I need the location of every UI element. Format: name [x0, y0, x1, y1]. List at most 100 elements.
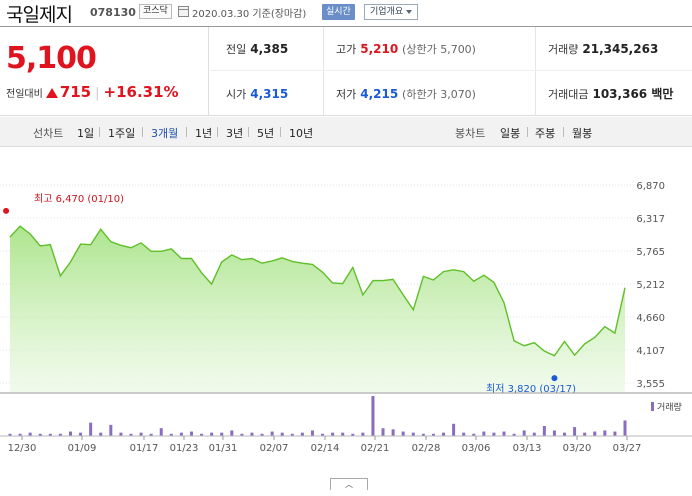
volume-bar [401, 431, 405, 436]
divider [248, 127, 249, 137]
volume-bar [169, 433, 173, 436]
quote-summary: 5,100 전일대비 715 | +16.31% 전일 4,385 고가 5,210 (상… [0, 26, 692, 116]
min-price-label: 최저 3,820 (03/17) [486, 383, 576, 395]
volume-bar [230, 430, 234, 436]
volume-bar [79, 432, 83, 436]
volume-bar [68, 431, 72, 436]
volume-bar [583, 432, 587, 436]
volume-bar [431, 433, 435, 436]
open-cell: 시가 4,315 [226, 72, 288, 116]
volume-legend: 거래량 [657, 401, 682, 413]
open-label: 시가 [226, 88, 247, 101]
candle-weekly[interactable]: 주봉 [535, 127, 556, 140]
volume-bar [361, 432, 365, 436]
prev-close-cell: 전일 4,385 [226, 27, 288, 71]
volume-bar [250, 432, 254, 436]
x-tick-label: 01/23 [170, 443, 199, 454]
high-label: 고가 [336, 43, 357, 56]
volume-bar [300, 432, 304, 436]
x-tick-label: 01/17 [130, 443, 159, 454]
quote-date: 2020.03.30 기준(장마감) [192, 9, 307, 20]
volume-bar [472, 433, 476, 436]
period-10y[interactable]: 10년 [289, 127, 314, 140]
change-label: 전일대비 [6, 89, 43, 100]
divider: | [95, 86, 100, 101]
period-1w[interactable]: 1주일 [108, 127, 136, 140]
quote-row-1: 전일 4,385 고가 5,210 (상한가 5,700) 거래량 21,345,26… [210, 27, 692, 71]
price-area [9, 225, 626, 392]
quote-row-2: 시가 4,315 저가 4,215 (하한가 3,070) 거래대금 103,366 … [210, 72, 692, 116]
low-value: 4,215 [360, 87, 399, 101]
y-tick-label: 5,212 [636, 280, 665, 291]
price-area-fill [10, 226, 625, 392]
market-badge: 코스닥 [139, 4, 172, 19]
volume-bar [532, 432, 536, 436]
upper-limit: (상한가 5,700) [402, 43, 476, 56]
period-3m[interactable]: 3개월 [151, 127, 179, 140]
volume-bar [331, 432, 335, 436]
x-tick-label: 12/30 [8, 443, 37, 454]
divider [535, 27, 536, 116]
volume-bar [220, 432, 224, 436]
volume-bar [542, 426, 546, 436]
volume-bar [210, 432, 214, 436]
volume-bar [290, 433, 294, 436]
y-axis-labels: 6,870 6,317 5,765 5,212 4,660 4,107 3,555 [636, 181, 665, 390]
volume-bar [522, 430, 526, 436]
period-1y[interactable]: 1년 [195, 127, 213, 140]
x-tick-label: 03/06 [462, 443, 491, 454]
volume-bar [200, 433, 204, 436]
volume-bar [89, 422, 93, 436]
volume-bar [593, 431, 597, 436]
volume-bar [381, 428, 385, 436]
divider [142, 127, 143, 137]
prev-close-value: 4,385 [250, 42, 289, 56]
period-3y[interactable]: 3년 [226, 127, 244, 140]
low-label: 저가 [336, 88, 357, 101]
volume-cell: 거래량 21,345,263 [548, 27, 658, 71]
divider [280, 127, 281, 137]
x-tick-label: 01/31 [209, 443, 238, 454]
stock-name: 국일제지 [6, 4, 73, 26]
realtime-button[interactable]: 실시간 [322, 4, 355, 20]
current-price: 5,100 [6, 41, 97, 76]
volume-bar [421, 433, 425, 436]
divider [99, 127, 100, 137]
min-price-dot [551, 375, 558, 382]
volume-bar [119, 432, 123, 436]
divider [527, 127, 528, 137]
max-price-label: 최고 6,470 (01/10) [34, 193, 124, 205]
volume-bar [563, 432, 567, 436]
volume-bar [149, 433, 153, 436]
company-overview-button[interactable]: 기업개요 [364, 4, 419, 20]
x-tick-label: 02/21 [361, 443, 390, 454]
price-change: 전일대비 715 | +16.31% [6, 83, 179, 101]
amount-cell: 거래대금 103,366 백만 [548, 72, 673, 116]
change-amount: 715 [59, 83, 92, 101]
candle-monthly[interactable]: 월봉 [572, 127, 593, 140]
price-chart-svg: 6,870 6,317 5,765 5,212 4,660 4,107 3,555 최고 6… [0, 181, 692, 454]
high-value: 5,210 [360, 42, 399, 56]
candle-chart-label: 봉차트 [455, 127, 486, 140]
volume-bar [552, 430, 556, 436]
volume-bar [452, 423, 456, 436]
chevron-up-icon: ︿ [345, 480, 353, 489]
x-tick-label: 02/14 [311, 443, 340, 454]
volume-bar [573, 427, 577, 436]
volume-bar [502, 431, 506, 436]
collapse-chart-button[interactable]: ︿ [330, 478, 368, 490]
volume-bar [8, 433, 12, 436]
y-tick-label: 3,555 [636, 379, 665, 390]
amount-label: 거래대금 [548, 88, 589, 101]
volume-bar [442, 432, 446, 436]
volume-bar [159, 428, 163, 436]
period-1d[interactable]: 1일 [77, 127, 95, 140]
volume-bar [482, 431, 486, 436]
open-value: 4,315 [250, 87, 289, 101]
high-low-markers: 최고 6,470 (01/10) 최저 3,820 (03/17) [3, 193, 576, 395]
period-5y[interactable]: 5년 [257, 127, 275, 140]
candle-daily[interactable]: 일봉 [500, 127, 521, 140]
volume-bar [270, 431, 274, 436]
x-tick-label: 03/20 [563, 443, 592, 454]
volume-bar [260, 433, 264, 436]
